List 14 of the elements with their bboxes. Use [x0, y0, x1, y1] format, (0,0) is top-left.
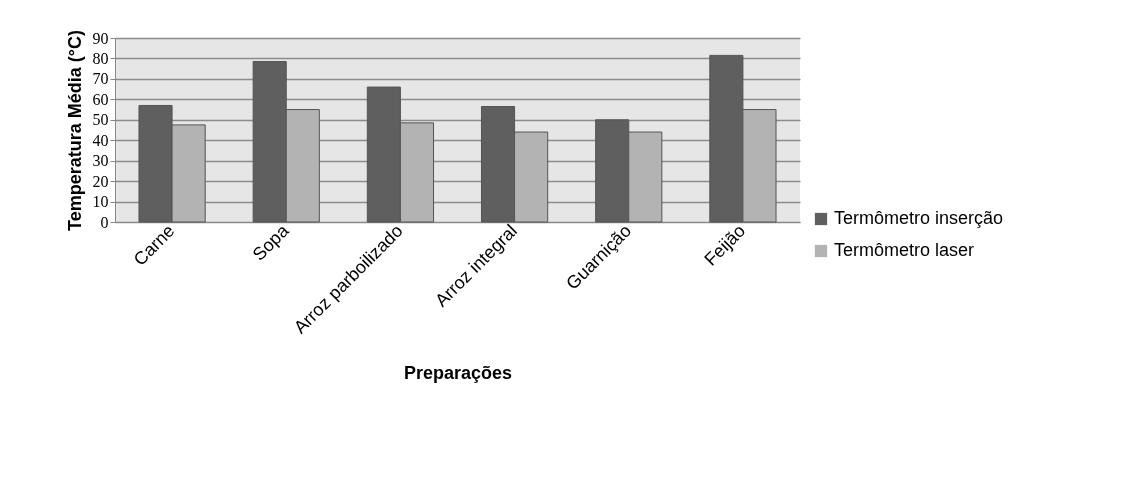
y-tick-label: 20 [92, 172, 109, 190]
y-tick-label: 50 [92, 111, 109, 129]
y-tick-label: 10 [92, 193, 109, 211]
legend-label: Termômetro laser [834, 240, 975, 260]
y-tick-label: 30 [92, 152, 109, 170]
y-tick-label: 90 [92, 29, 109, 47]
x-axis-title: Preparações [403, 363, 513, 384]
y-tick-label: 40 [92, 131, 109, 149]
y-tick-label: 70 [92, 70, 109, 88]
y-tick-label: 80 [92, 49, 109, 67]
y-tick-label: 60 [92, 90, 109, 108]
y-tick-label: 0 [100, 213, 109, 231]
y-axis-title: Temperatura Média (°C) [64, 30, 85, 231]
legend-label: Termômetro inserção [834, 208, 1004, 228]
